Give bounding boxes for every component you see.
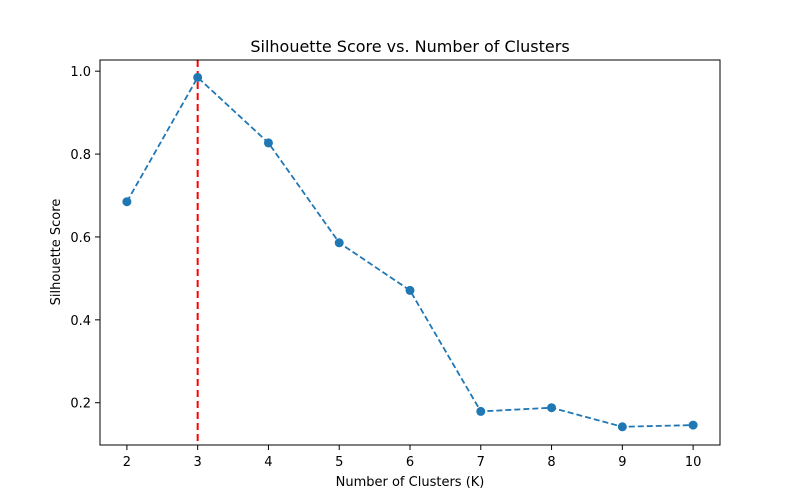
- chart-title: Silhouette Score vs. Number of Clusters: [250, 37, 569, 56]
- x-tick-label: 3: [194, 455, 202, 470]
- y-tick-label: 1.0: [70, 65, 91, 80]
- silhouette-data-point: [193, 72, 203, 82]
- x-axis-label: Number of Clusters (K): [336, 475, 485, 490]
- silhouette-data-point: [476, 406, 486, 416]
- y-axis-label: Silhouette Score: [49, 199, 64, 306]
- x-tick-label: 2: [123, 455, 131, 470]
- y-tick-label: 0.8: [70, 148, 91, 163]
- silhouette-data-point: [405, 285, 415, 295]
- x-tick-label: 5: [335, 455, 343, 470]
- y-tick-label: 0.2: [70, 397, 91, 412]
- y-tick-label: 0.4: [70, 314, 91, 329]
- plot-area: [122, 60, 698, 445]
- silhouette-data-point: [617, 422, 627, 432]
- silhouette-data-point: [334, 238, 344, 248]
- x-tick-label: 4: [264, 455, 272, 470]
- x-axis: 2 3 4 5 6 7 8 9 10: [123, 445, 702, 470]
- x-tick-label: 9: [618, 455, 626, 470]
- y-axis: 0.2 0.4 0.6 0.8 1.0: [70, 65, 100, 412]
- x-tick-label: 10: [685, 455, 702, 470]
- silhouette-series-line: [126, 75, 694, 428]
- silhouette-data-point: [263, 138, 273, 148]
- silhouette-data-point: [122, 197, 132, 207]
- silhouette-data-point: [688, 420, 698, 430]
- x-tick-label: 8: [547, 455, 555, 470]
- y-tick-label: 0.6: [70, 231, 91, 246]
- silhouette-data-point: [547, 403, 557, 413]
- x-tick-label: 7: [477, 455, 485, 470]
- x-tick-label: 6: [406, 455, 414, 470]
